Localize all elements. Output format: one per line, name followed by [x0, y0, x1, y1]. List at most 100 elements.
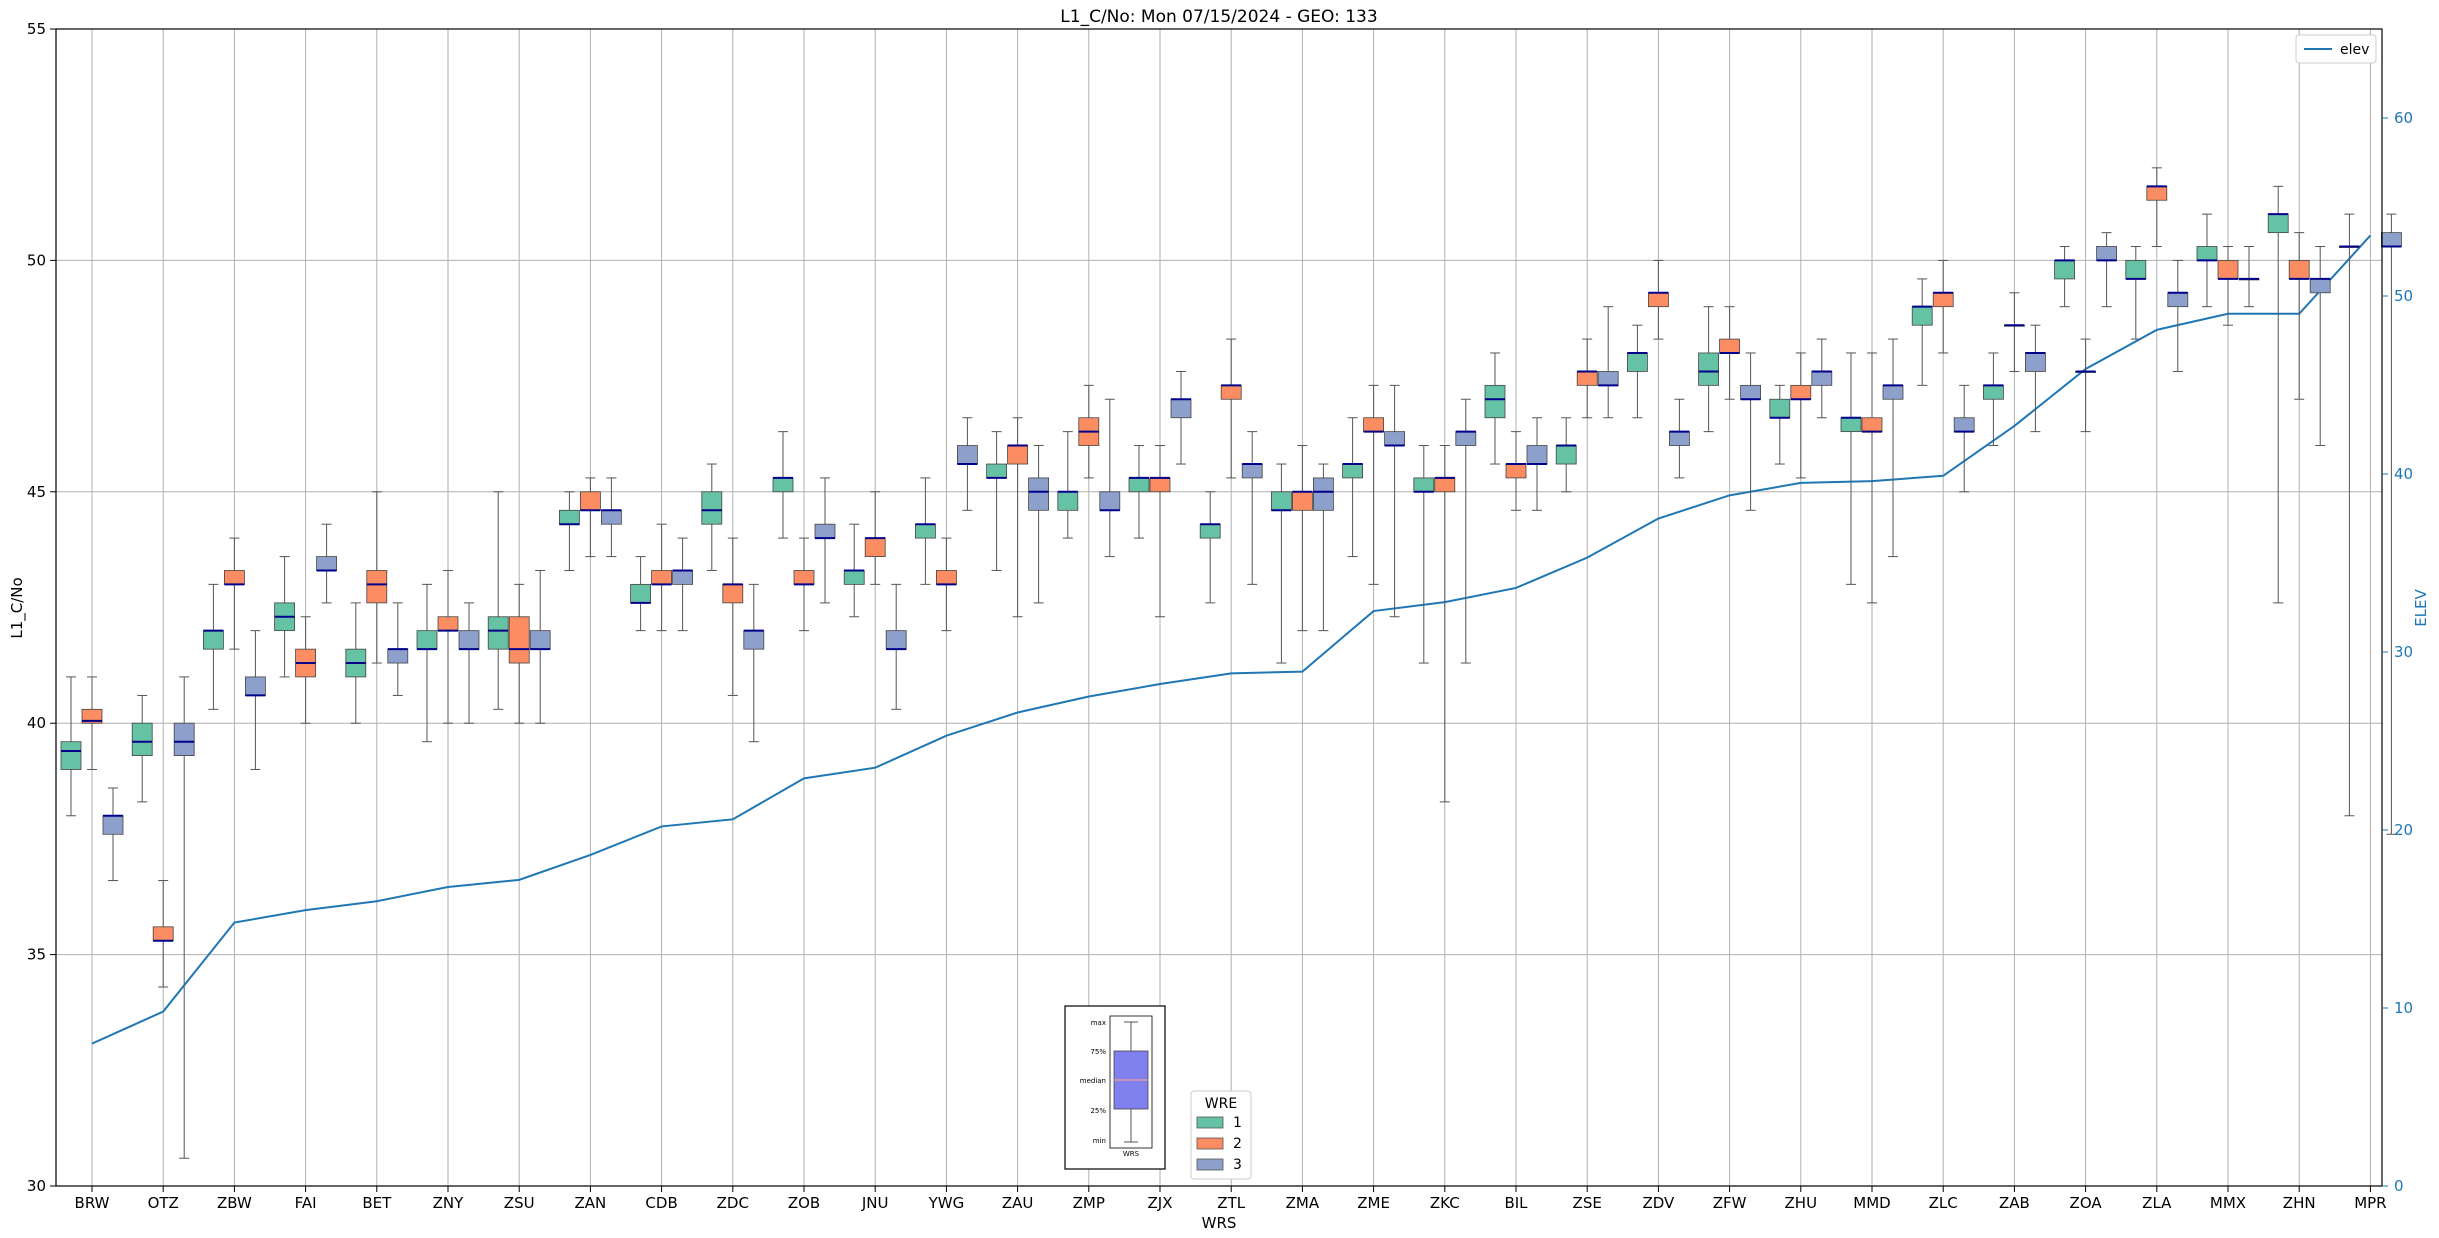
box-ZAU-wre3: [1028, 445, 1049, 604]
x-tick-label-BIL: BIL: [1504, 1194, 1528, 1212]
box-ZTL-wre2: [1220, 338, 1242, 479]
box-iqr: [793, 570, 815, 585]
box-iqr: [885, 630, 907, 650]
elev-line-layer: [91, 234, 2372, 1045]
x-tick-label-YWG: YWG: [928, 1194, 965, 1212]
box-iqr: [508, 616, 530, 664]
box-ZBW-wre1: [202, 583, 224, 710]
box-iqr: [2125, 259, 2147, 280]
box-iqr: [843, 570, 865, 585]
box-iqr: [1953, 417, 1975, 433]
box-iqr: [1149, 477, 1171, 493]
x-tick-label-ZNY: ZNY: [433, 1194, 464, 1212]
elev-legend: elev: [2295, 34, 2377, 64]
x-tick-label-ZLC: ZLC: [1929, 1194, 1958, 1212]
box-BET-wre3: [387, 602, 409, 696]
box-iqr: [1932, 292, 1954, 308]
box-ZMA-wre2: [1292, 445, 1313, 632]
box-iqr: [864, 537, 886, 557]
box-iqr: [1199, 523, 1221, 539]
wre-legend-frame: [1190, 1090, 1252, 1180]
box-iqr: [102, 815, 124, 835]
box-ZDC-wre1: [701, 463, 723, 571]
box-ZAB-wre2: [2004, 292, 2025, 372]
box-iqr: [1128, 477, 1150, 493]
box-iqr: [458, 630, 480, 650]
box-iqr: [2025, 352, 2046, 372]
box-ZOB-wre1: [772, 431, 794, 539]
box-ZDV-wre2: [1648, 259, 1669, 340]
box-iqr: [131, 722, 153, 756]
x-tick-label-MMD: MMD: [1853, 1194, 1890, 1212]
box-ZDC-wre2: [722, 537, 744, 696]
box-iqr: [1384, 431, 1405, 446]
box-MMD-wre3: [1882, 338, 1904, 558]
x-tick-label-ZAU: ZAU: [1002, 1194, 1034, 1212]
box-MPR-wre1: [2338, 213, 2360, 817]
inset-label-median: median: [1080, 1077, 1106, 1085]
box-FAI-wre3: [316, 523, 338, 604]
y2-tick-label-50: 50: [2394, 287, 2413, 305]
box-iqr: [601, 509, 622, 525]
x-axis-title: WRS: [1202, 1214, 1237, 1232]
box-ZLA-wre3: [2167, 259, 2189, 372]
box-ZLA-wre2: [2146, 167, 2168, 248]
x-tick-label-ZHN: ZHN: [2283, 1194, 2316, 1212]
box-iqr: [1292, 491, 1313, 511]
box-iqr: [244, 676, 266, 696]
box-iqr: [173, 722, 195, 756]
box-iqr: [722, 583, 744, 604]
box-BET-wre2: [366, 491, 388, 664]
elev-legend-frame: [2295, 34, 2377, 64]
box-iqr: [1413, 477, 1435, 493]
box-BIL-wre2: [1505, 431, 1527, 511]
y2-tick-label-40: 40: [2394, 465, 2413, 483]
x-tick-label-BET: BET: [362, 1194, 392, 1212]
box-iqr: [1840, 417, 1862, 433]
box-iqr: [1790, 384, 1812, 400]
wre-legend-swatch-1: [1196, 1116, 1224, 1129]
box-BRW-wre1: [60, 676, 82, 817]
box-iqr: [1983, 384, 2004, 400]
box-ZFW-wre1: [1698, 306, 1719, 433]
box-iqr: [2146, 185, 2168, 201]
box-ZJX-wre3: [1170, 370, 1192, 465]
box-ZHN-wre1: [2267, 185, 2289, 604]
box-ZME-wre1: [1342, 417, 1363, 558]
box-iqr: [1740, 384, 1761, 400]
box-JNU-wre3: [885, 583, 907, 710]
box-ZFW-wre2: [1719, 306, 1740, 400]
box-iqr: [81, 708, 103, 724]
y2-tick-label-60: 60: [2394, 109, 2413, 127]
x-tick-label-MMX: MMX: [2210, 1194, 2246, 1212]
inset-label-75: 75%: [1090, 1048, 1106, 1056]
box-iqr: [2217, 259, 2239, 280]
inset-inner-frame: [1109, 1015, 1153, 1149]
box-iqr: [1698, 352, 1719, 386]
x-tick-label-ZLA: ZLA: [2142, 1194, 2172, 1212]
wre-legend-label-3: 3: [1233, 1157, 1242, 1173]
box-iqr: [1007, 445, 1028, 465]
inset-label-25: 25%: [1090, 1107, 1106, 1115]
y-axis-title: L1_C/No: [8, 577, 27, 638]
box-BRW-wre2: [81, 676, 103, 770]
x-tick-label-ZSE: ZSE: [1573, 1194, 1602, 1212]
box-iqr: [437, 616, 459, 632]
x-tick-label-ZSU: ZSU: [504, 1194, 535, 1212]
y2-axis: 0 10 20 30 40 50 60: [2382, 109, 2413, 1195]
box-iqr: [2288, 259, 2310, 280]
x-tick-label-ZJX: ZJX: [1148, 1194, 1173, 1212]
x-tick-label-ZMA: ZMA: [1286, 1194, 1320, 1212]
box-iqr: [1669, 431, 1690, 446]
box-iqr: [1648, 292, 1669, 308]
box-CDB-wre1: [630, 556, 651, 632]
box-ZNY-wre1: [416, 583, 438, 743]
box-iqr: [416, 630, 438, 650]
y-tick-label-30: 30: [27, 1177, 46, 1195]
box-iqr: [202, 630, 224, 650]
box-ZAB-wre1: [1983, 352, 2004, 447]
x-tick-label-ZHU: ZHU: [1785, 1194, 1818, 1212]
box-ZSE-wre2: [1576, 338, 1598, 419]
box-iqr: [152, 926, 174, 942]
